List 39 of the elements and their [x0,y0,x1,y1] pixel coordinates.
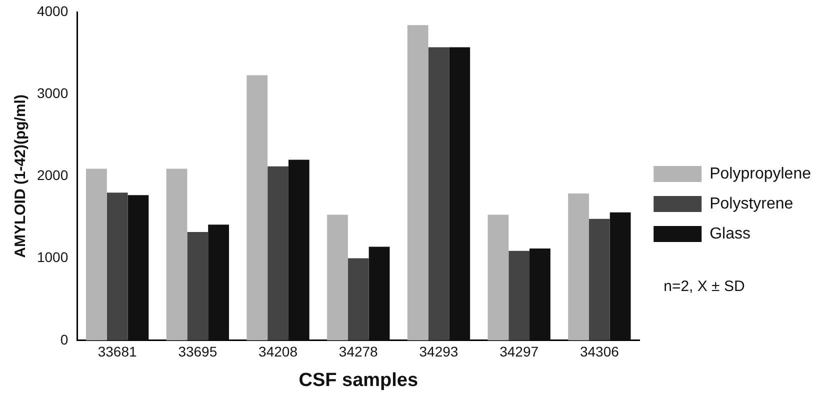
x-tick-label: 33695 [178,344,218,360]
x-tick-label: 34306 [580,344,620,360]
bar [368,246,390,340]
bar [106,192,128,340]
x-tick-label: 34278 [338,344,378,360]
legend-label: Glass [710,225,751,242]
bar [428,47,450,340]
bar [508,250,530,340]
y-tick-label: 4000 [36,2,68,19]
x-tick-label: 34293 [419,344,458,360]
y-tick-label: 1000 [36,249,68,266]
x-tick-label: 34208 [258,344,298,360]
x-axis-title: CSF samples [298,370,418,391]
x-tick-label: 33681 [98,344,137,360]
bar [128,195,149,340]
bar [348,258,369,340]
y-tick-label: 2000 [36,167,68,184]
bar [208,224,230,340]
bar [288,160,310,340]
y-tick-label: 0 [60,331,68,348]
bar [268,166,288,340]
bar [86,168,107,340]
bar [610,212,631,340]
bar [588,218,610,340]
bar [327,214,348,340]
bar [530,248,550,340]
bar [568,193,589,340]
bar [488,214,509,340]
bar [246,75,268,340]
text: n=2, X ± SD [664,278,745,296]
bar [166,168,188,340]
x-tick-label: 34297 [500,344,539,360]
legend-label: Polystyrene [710,195,794,212]
bar [449,47,470,340]
y-tick-label: 3000 [36,84,68,101]
legend-label: Polypropylene [710,165,812,182]
bar [187,232,208,340]
bar [407,25,428,340]
y-axis-title: AMYLOID (1-42)(pg/ml) [12,94,30,258]
